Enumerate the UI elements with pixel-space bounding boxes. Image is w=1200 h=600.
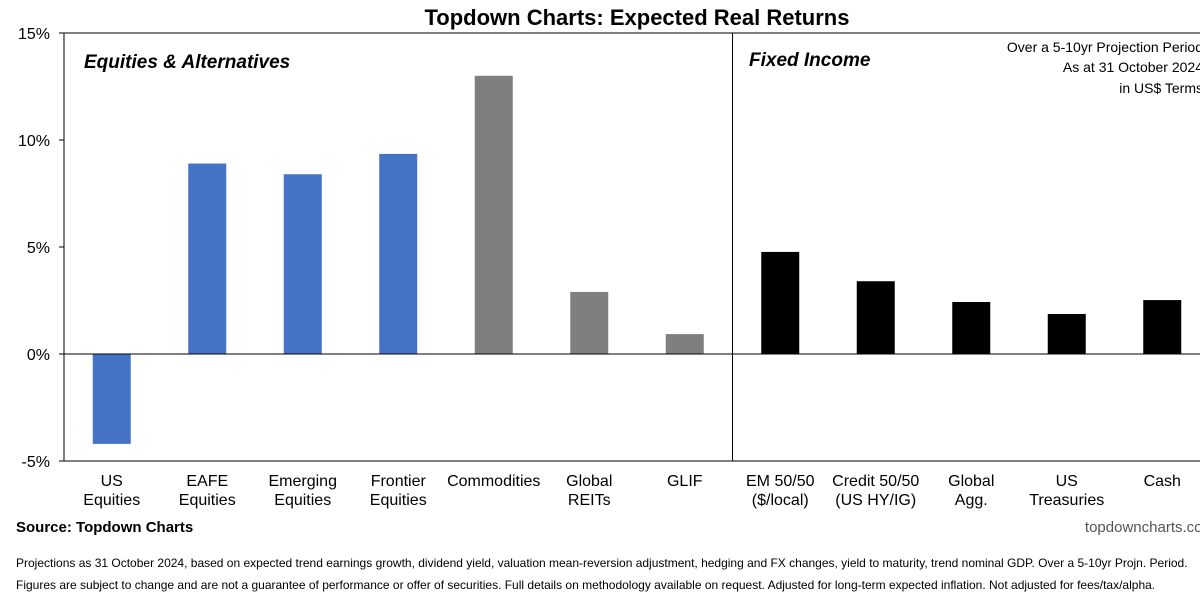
y-tick-label: 5% [27, 240, 50, 257]
x-tick-label: Global REITs [566, 473, 612, 509]
x-tick-label: Global Agg. [948, 473, 994, 509]
bar [92, 354, 131, 444]
bar [761, 251, 800, 354]
website: topdowncharts.com [1085, 519, 1200, 536]
chart-title: Topdown Charts: Expected Real Returns [425, 5, 850, 30]
y-tick-label: 10% [18, 133, 50, 150]
footnote: Figures are subject to change and are no… [16, 578, 1155, 592]
x-tick-label: EM 50/50 ($/local) [746, 473, 815, 509]
x-tick-label: Credit 50/50 (US HY/IG) [832, 473, 919, 509]
bar [952, 301, 991, 354]
x-tick-label: US Treasuries [1029, 473, 1104, 509]
note: in US$ Terms [1119, 80, 1200, 96]
bar [1143, 300, 1182, 354]
bar [665, 334, 704, 354]
x-tick-label: EAFE Equities [179, 473, 236, 509]
bar [856, 281, 895, 354]
bar [1047, 313, 1086, 354]
note: As at 31 October 2024 [1063, 59, 1200, 75]
bar [570, 291, 609, 354]
bar [283, 174, 322, 354]
section-title: Fixed Income [749, 50, 871, 71]
section-title: Equities & Alternatives [84, 52, 290, 73]
x-tick-label: Commodities [447, 473, 540, 490]
x-tick-label: GLIF [667, 473, 703, 490]
x-tick-label: Frontier Equities [370, 473, 427, 509]
bar [188, 163, 227, 354]
x-tick-label: Emerging Equities [269, 473, 337, 509]
source: Source: Topdown Charts [16, 519, 193, 536]
y-tick-label: 0% [27, 347, 50, 364]
bar [379, 153, 418, 354]
y-tick-label: 15% [18, 26, 50, 43]
y-tick-label: -5% [22, 454, 50, 471]
x-tick-label: US Equities [83, 473, 140, 509]
footnote: Projections as 31 October 2024, based on… [16, 556, 1188, 570]
x-tick-label: Cash [1144, 473, 1181, 490]
note: Over a 5-10yr Projection Period [1007, 39, 1200, 55]
bar [474, 75, 513, 355]
